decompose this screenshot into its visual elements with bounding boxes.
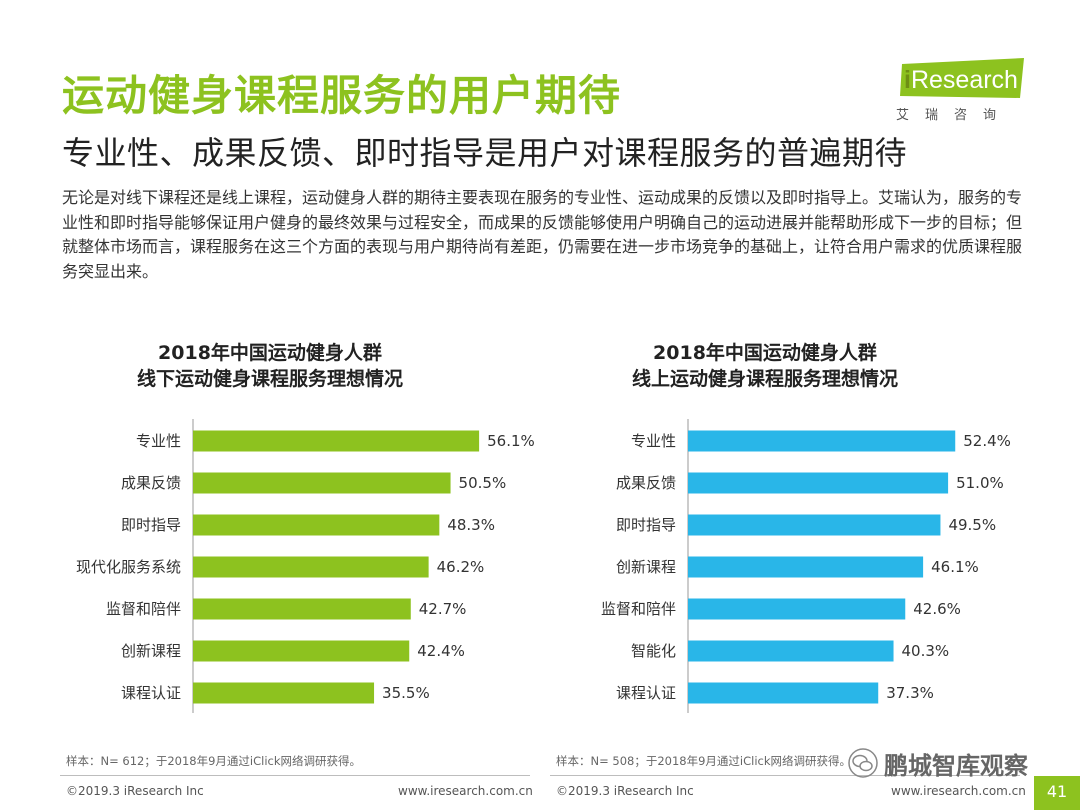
value-label: 50.5% (459, 474, 507, 492)
page-title: 运动健身课程服务的用户期待 (62, 71, 622, 120)
wechat-watermark: 鹏城智库观察 (848, 746, 1028, 780)
wechat-icon (848, 748, 878, 778)
category-label: 监督和陪伴 (601, 600, 676, 618)
sample-note-online: 样本：N= 508；于2018年9月通过iClick网络调研获得。 (556, 754, 852, 768)
offline-bar-chart-svg: 专业性 56.1% 成果反馈 50.5% 即时指导 48.3% 现代化服务系统 46.2% 监督… (76, 419, 535, 713)
footer-url-right: www.iresearch.com.cn (891, 784, 1026, 798)
category-label: 监督和陪伴 (106, 600, 181, 618)
bar (193, 682, 375, 704)
footer-divider-left (60, 775, 530, 776)
bar (688, 640, 894, 662)
value-label: 42.6% (913, 600, 961, 618)
online-bar-chart-svg: 专业性 52.4% 成果反馈 51.0% 即时指导 49.5% 创新课程 46.1% 监督和陪伴… (601, 419, 1011, 713)
bar (193, 640, 410, 662)
bar (193, 556, 429, 578)
value-label: 51.0% (956, 474, 1004, 492)
bar (688, 556, 924, 578)
logo-chinese-name: 艾瑞咨询 (896, 108, 1013, 123)
category-label: 即时指导 (121, 516, 181, 534)
value-label: 46.2% (437, 558, 485, 576)
page-subtitle: 专业性、成果反馈、即时指导是用户对课程服务的普遍期待 (62, 134, 908, 172)
logo-wordmark: iResearch (904, 66, 1018, 95)
bar (688, 598, 906, 620)
category-label: 现代化服务系统 (76, 558, 181, 576)
value-label: 42.4% (417, 642, 465, 660)
category-label: 智能化 (631, 642, 676, 660)
footer-url-left: www.iresearch.com.cn (398, 784, 533, 798)
logo-research: Research (910, 66, 1018, 94)
logo-badge-icon (900, 58, 1024, 98)
category-label: 专业性 (136, 432, 181, 450)
online-course-chart: 2018年中国运动健身人群 线上运动健身课程服务理想情况 专业性 52.4% 成果反… (525, 335, 1011, 735)
logo-i: i (904, 66, 911, 94)
value-label: 56.1% (487, 432, 535, 450)
offline-course-chart: 2018年中国运动健身人群 线下运动健身课程服务理想情况 专业性 56.1% 成果反… (30, 335, 535, 735)
footer-copyright-right: ©2019.3 iResearch Inc (556, 784, 694, 798)
iresearch-logo: iResearch 艾瑞咨询 (890, 58, 1040, 128)
chart-title-line2: 线下运动健身课程服务理想情况 (136, 368, 403, 390)
category-label: 课程认证 (616, 684, 676, 702)
chart-title-line2: 线上运动健身课程服务理想情况 (631, 368, 898, 390)
page-number: 41 (1034, 776, 1080, 810)
chart-title-line1: 2018年中国运动健身人群 (158, 342, 382, 364)
value-label: 48.3% (447, 516, 495, 534)
bar (688, 472, 949, 494)
category-label: 创新课程 (121, 642, 181, 660)
footer-divider-right (550, 775, 1020, 776)
footer-copyright-left: ©2019.3 iResearch Inc (66, 784, 204, 798)
category-label: 专业性 (631, 432, 676, 450)
bar (193, 472, 451, 494)
value-label: 35.5% (382, 684, 430, 702)
value-label: 49.5% (948, 516, 996, 534)
bar (688, 430, 956, 452)
value-label: 46.1% (931, 558, 979, 576)
category-label: 即时指导 (616, 516, 676, 534)
body-paragraph: 无论是对线下课程还是线上课程，运动健身人群的期待主要表现在服务的专业性、运动成果… (62, 188, 1023, 281)
category-label: 成果反馈 (121, 474, 181, 492)
category-label: 创新课程 (616, 558, 676, 576)
bar (688, 682, 879, 704)
category-label: 课程认证 (121, 684, 181, 702)
value-label: 40.3% (902, 642, 950, 660)
category-label: 成果反馈 (616, 474, 676, 492)
watermark-text: 鹏城智库观察 (884, 751, 1028, 780)
bar (193, 598, 411, 620)
value-label: 37.3% (886, 684, 934, 702)
value-label: 42.7% (419, 600, 467, 618)
bar (688, 514, 941, 536)
value-label: 52.4% (963, 432, 1011, 450)
chart-title-line1: 2018年中国运动健身人群 (653, 342, 877, 364)
bar (193, 514, 440, 536)
sample-note-offline: 样本：N= 612；于2018年9月通过iClick网络调研获得。 (66, 754, 362, 768)
bar (193, 430, 480, 452)
